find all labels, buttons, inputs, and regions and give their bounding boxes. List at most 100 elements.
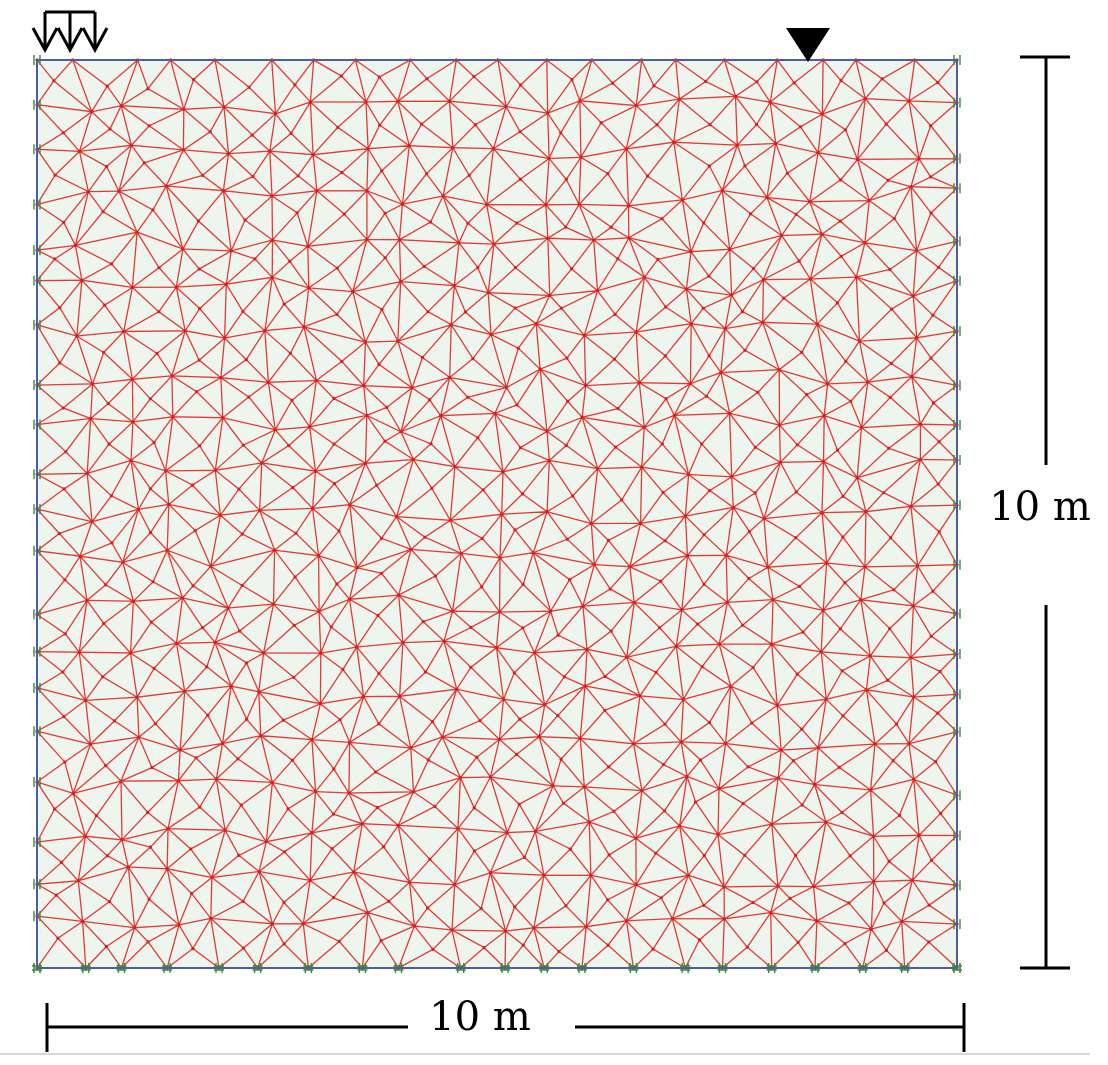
mesh-node [478, 719, 482, 723]
mesh-node [89, 416, 93, 421]
mesh-node [800, 727, 804, 731]
mesh-node [153, 722, 157, 726]
mesh-node [855, 157, 860, 161]
mesh-node [592, 563, 596, 567]
mesh-node [707, 354, 711, 358]
horizontal-fixity [33, 419, 41, 430]
mesh-node [148, 845, 152, 849]
mesh-node [86, 190, 90, 194]
mesh-node [557, 949, 561, 954]
horizontal-fixity [953, 648, 961, 659]
horizontal-fixity [953, 830, 961, 841]
mesh-node [871, 834, 876, 838]
mesh-node [58, 361, 62, 365]
mesh-node [929, 124, 933, 128]
mesh-node [839, 254, 843, 258]
mesh-node [192, 78, 196, 82]
mesh-node [196, 219, 201, 223]
mesh-node [918, 457, 923, 462]
mesh-node [104, 764, 108, 768]
mesh-node [498, 556, 502, 560]
mesh-node [341, 667, 345, 672]
horizontal-fixity [33, 836, 41, 847]
mesh-node [178, 748, 182, 752]
mesh-node [240, 532, 244, 536]
mesh-node [81, 919, 85, 924]
mesh-node [77, 149, 82, 153]
mesh-node [150, 766, 154, 770]
mesh-node [768, 100, 772, 104]
mesh-node [720, 188, 724, 193]
mesh-node [642, 275, 647, 279]
mesh-node [556, 714, 560, 718]
mesh-node [603, 708, 607, 713]
mesh-node [679, 740, 683, 744]
mesh-node [152, 440, 156, 445]
mesh-node [451, 146, 455, 150]
mesh-node [504, 929, 508, 933]
mesh-node [765, 195, 769, 200]
mesh-node [365, 413, 369, 417]
mesh-node [135, 230, 139, 234]
mesh-node [745, 945, 749, 949]
mesh-node [94, 814, 99, 818]
horizontal-fixity [33, 777, 41, 788]
mesh-node [872, 880, 876, 884]
mesh-node [492, 242, 496, 246]
mesh-node [241, 899, 245, 904]
mesh-node [931, 589, 935, 593]
mesh-node [897, 813, 902, 818]
mesh-node [847, 901, 851, 905]
mesh-node [428, 857, 432, 861]
mesh-node [869, 927, 873, 931]
mesh-node [929, 211, 933, 215]
mesh-node [149, 531, 153, 535]
mesh-node [166, 827, 170, 831]
mesh-node [882, 491, 886, 495]
mesh-node [891, 759, 895, 763]
mesh-node [825, 561, 829, 565]
mesh-node [794, 536, 798, 540]
mesh-node [777, 423, 782, 427]
mesh-node [537, 735, 541, 739]
mesh-node [109, 262, 114, 266]
mesh-node [747, 530, 752, 534]
mesh-node [164, 469, 168, 473]
mesh-node [195, 390, 199, 394]
mesh-node [518, 717, 522, 721]
mesh-node [882, 901, 886, 905]
mesh-node [792, 81, 796, 85]
mesh-node [632, 600, 636, 605]
mesh-node [824, 697, 828, 701]
mesh-node [286, 807, 290, 811]
mesh-node [770, 642, 774, 646]
mesh-node [218, 513, 222, 517]
mesh-node [314, 790, 318, 794]
mesh-node [315, 189, 319, 193]
mesh-node [820, 112, 825, 116]
mesh-node [735, 143, 739, 147]
mesh-node [634, 883, 638, 887]
mesh-node [749, 212, 753, 216]
mesh-node [244, 661, 249, 665]
mesh-node [146, 810, 150, 815]
mesh-node [841, 535, 845, 539]
mesh-node [545, 510, 549, 514]
mesh-node [909, 656, 913, 660]
mesh-node [838, 219, 842, 223]
mesh-node [105, 854, 109, 858]
mesh-node [716, 833, 720, 837]
mesh-node [456, 826, 460, 831]
mesh-node [821, 608, 825, 613]
mesh-node [700, 665, 704, 669]
mesh-node [489, 332, 493, 337]
mesh-node [399, 280, 403, 284]
mesh-node [459, 551, 463, 556]
mesh-node [455, 687, 459, 691]
mesh-node [183, 689, 187, 693]
mesh-node [702, 903, 706, 908]
mesh-node [397, 593, 401, 597]
mesh-node [931, 313, 935, 317]
mesh-node [342, 212, 346, 216]
mesh-node [663, 722, 667, 726]
